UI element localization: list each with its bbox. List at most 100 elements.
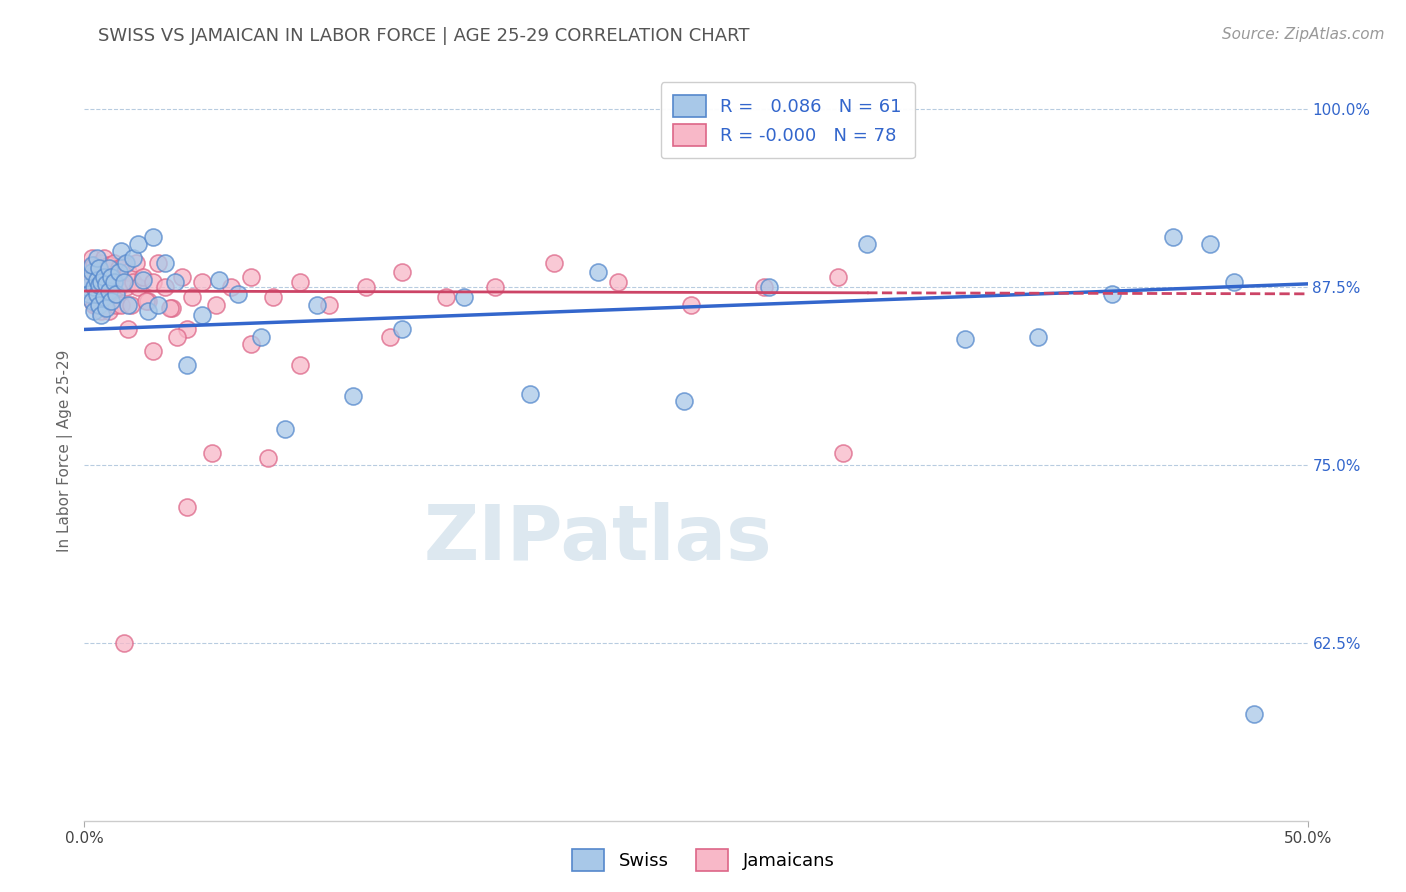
Point (112, 276, 135, 290)
Point (586, 265, 609, 279)
Point (86, 261, 108, 276)
Point (90, 255, 112, 269)
Point (519, 386, 541, 401)
Point (87, 298, 110, 312)
Point (606, 276, 628, 290)
Point (200, 446, 222, 460)
Point (239, 336, 262, 351)
Point (132, 272, 155, 286)
Point (125, 255, 148, 269)
Point (436, 290, 458, 304)
Point (100, 269, 122, 284)
Point (163, 276, 186, 290)
Point (191, 308, 214, 322)
Point (162, 301, 184, 315)
Point (76, 279, 98, 293)
Point (120, 298, 142, 312)
Point (391, 265, 413, 279)
Point (1198, 237, 1220, 252)
Point (1101, 286, 1123, 301)
Point (87, 286, 110, 301)
Point (90, 304, 112, 318)
Point (83, 258, 105, 272)
Point (831, 446, 853, 460)
Point (100, 293, 122, 308)
Point (112, 635, 135, 649)
Point (110, 276, 132, 290)
Point (117, 322, 139, 336)
Point (1243, 706, 1265, 721)
Point (318, 298, 340, 312)
Point (142, 230, 165, 244)
Point (754, 279, 776, 293)
Point (103, 276, 125, 290)
Point (827, 269, 849, 284)
Point (105, 286, 128, 301)
Point (354, 279, 377, 293)
Point (100, 290, 122, 304)
Point (219, 279, 242, 293)
Point (172, 269, 194, 284)
Point (274, 422, 297, 436)
Legend: R =   0.086   N = 61, R = -0.000   N = 78: R = 0.086 N = 61, R = -0.000 N = 78 (661, 82, 914, 159)
Point (83, 298, 105, 312)
Point (122, 252, 145, 266)
Point (86, 252, 108, 266)
Point (380, 329, 402, 343)
Point (93, 269, 115, 284)
Text: Source: ZipAtlas.com: Source: ZipAtlas.com (1222, 27, 1385, 42)
Point (208, 272, 231, 286)
Point (77, 286, 100, 301)
Point (181, 290, 204, 304)
Point (97, 279, 120, 293)
Point (77, 261, 100, 276)
Point (86, 286, 108, 301)
Point (127, 279, 149, 293)
Point (103, 276, 125, 290)
Point (83, 279, 105, 293)
Point (110, 298, 132, 312)
Point (86, 276, 108, 290)
Legend: Swiss, Jamaicans: Swiss, Jamaicans (564, 842, 842, 879)
Point (136, 304, 159, 318)
Point (1161, 230, 1184, 244)
Point (96, 276, 118, 290)
Point (132, 269, 155, 284)
Point (176, 500, 198, 515)
Point (107, 279, 129, 293)
Point (86, 298, 108, 312)
Point (262, 290, 284, 304)
Point (90, 308, 112, 322)
Point (681, 298, 703, 312)
Point (93, 290, 115, 304)
Point (100, 269, 122, 284)
Point (97, 258, 120, 272)
Point (93, 290, 115, 304)
Point (146, 298, 169, 312)
Point (90, 276, 112, 290)
Point (239, 269, 262, 284)
Point (153, 255, 176, 269)
Point (107, 265, 129, 279)
Point (484, 279, 506, 293)
Point (142, 276, 165, 290)
Point (107, 261, 129, 276)
Point (93, 265, 115, 279)
Point (391, 322, 413, 336)
Point (76, 276, 98, 290)
Point (146, 255, 169, 269)
Point (191, 276, 214, 290)
Point (87, 261, 110, 276)
Point (103, 255, 125, 269)
Point (153, 279, 176, 293)
Point (105, 298, 128, 312)
Point (135, 293, 157, 308)
Point (77, 272, 100, 286)
Point (80, 258, 103, 272)
Point (142, 343, 165, 358)
Text: ZIPatlas: ZIPatlas (423, 502, 772, 576)
Point (159, 301, 181, 315)
Point (453, 290, 475, 304)
Point (1028, 329, 1050, 343)
Point (96, 298, 118, 312)
